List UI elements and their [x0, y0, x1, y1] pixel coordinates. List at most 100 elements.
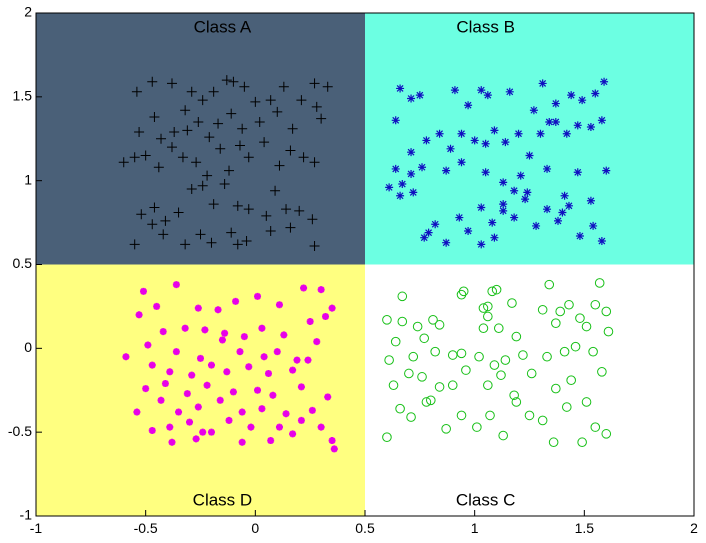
series-class-a: [118, 75, 333, 252]
point-class-b: [586, 196, 595, 205]
point-class-a: [177, 152, 188, 163]
point-class-d: [207, 361, 215, 369]
point-class-c: [603, 326, 614, 337]
point-class-b: [514, 129, 523, 138]
point-class-c: [382, 432, 392, 442]
point-class-a: [274, 160, 285, 171]
point-class-a: [186, 184, 197, 195]
point-class-b: [567, 91, 576, 100]
point-class-b: [510, 213, 519, 222]
point-class-c: [390, 336, 401, 347]
class-regions: [36, 13, 694, 516]
point-class-b: [560, 191, 569, 200]
point-class-a: [239, 81, 250, 92]
point-class-c: [526, 368, 537, 379]
point-class-d: [330, 445, 338, 453]
point-class-b: [407, 94, 416, 103]
point-class-a: [221, 75, 232, 86]
point-class-c: [426, 395, 436, 406]
point-class-d: [133, 408, 141, 416]
point-class-d: [199, 428, 207, 436]
point-class-d: [207, 428, 215, 436]
point-class-a: [202, 170, 213, 181]
point-class-d: [192, 435, 200, 443]
point-class-d: [306, 318, 314, 326]
point-class-d: [328, 437, 336, 445]
point-class-c: [493, 323, 504, 334]
point-class-a: [254, 116, 265, 127]
point-class-c: [397, 291, 408, 302]
point-class-a: [285, 145, 296, 156]
x-tick-label: 0.5: [355, 520, 375, 536]
point-class-b: [564, 201, 573, 210]
point-class-c: [472, 422, 482, 432]
point-class-c: [483, 311, 493, 322]
point-class-a: [204, 132, 215, 143]
point-class-a: [118, 157, 129, 168]
point-class-a: [180, 239, 191, 250]
point-class-a: [219, 179, 230, 190]
y-tick-label: 0.5: [13, 255, 33, 271]
point-class-d: [269, 391, 277, 399]
point-class-d: [275, 423, 283, 431]
point-class-a: [197, 95, 208, 106]
point-class-b: [457, 158, 466, 167]
point-class-b: [516, 171, 525, 180]
point-class-c: [548, 437, 559, 448]
point-class-b: [385, 183, 394, 192]
point-class-d: [289, 430, 297, 438]
point-class-d: [188, 371, 196, 379]
point-class-d: [254, 386, 262, 394]
point-class-b: [457, 129, 466, 138]
point-class-a: [193, 116, 204, 127]
point-class-c: [551, 383, 561, 394]
point-class-a: [206, 237, 217, 248]
point-class-d: [181, 324, 189, 332]
series-class-d: [122, 281, 338, 453]
point-class-c: [577, 437, 587, 448]
point-class-a: [140, 150, 151, 161]
point-class-a: [166, 142, 177, 153]
y-tick-label: 2: [24, 4, 32, 20]
point-class-b: [477, 86, 486, 95]
point-class-c: [601, 429, 612, 439]
point-class-c: [388, 380, 399, 391]
point-class-d: [293, 356, 301, 364]
point-class-c: [581, 321, 592, 332]
point-class-b: [575, 231, 584, 240]
point-class-d: [236, 348, 244, 356]
point-class-d: [275, 301, 283, 309]
point-class-b: [398, 180, 407, 189]
point-class-b: [407, 169, 416, 178]
point-class-b: [420, 233, 429, 242]
point-class-c: [575, 313, 585, 323]
point-class-a: [186, 86, 197, 97]
point-class-a: [311, 101, 322, 112]
point-class-b: [505, 87, 514, 96]
point-class-d: [245, 363, 253, 371]
point-class-a: [298, 152, 309, 163]
point-class-b: [551, 117, 560, 126]
point-class-c: [461, 365, 471, 375]
point-class-a: [309, 157, 320, 168]
point-class-a: [149, 111, 160, 122]
point-class-c: [458, 286, 469, 297]
point-class-d: [308, 406, 316, 414]
point-class-c: [474, 351, 484, 362]
point-class-c: [518, 350, 528, 360]
point-class-c: [601, 306, 612, 317]
point-class-b: [521, 195, 530, 204]
point-class-d: [197, 354, 204, 362]
point-class-c: [542, 351, 552, 362]
point-class-d: [139, 287, 147, 295]
point-class-d: [159, 328, 167, 336]
point-class-d: [168, 438, 176, 446]
point-class-a: [147, 219, 158, 230]
region-class-b: [365, 13, 694, 265]
point-class-a: [307, 214, 318, 225]
point-class-d: [317, 286, 325, 294]
point-class-c: [594, 278, 605, 288]
point-class-b: [464, 101, 473, 110]
point-class-b: [499, 206, 508, 215]
point-class-a: [208, 199, 219, 210]
